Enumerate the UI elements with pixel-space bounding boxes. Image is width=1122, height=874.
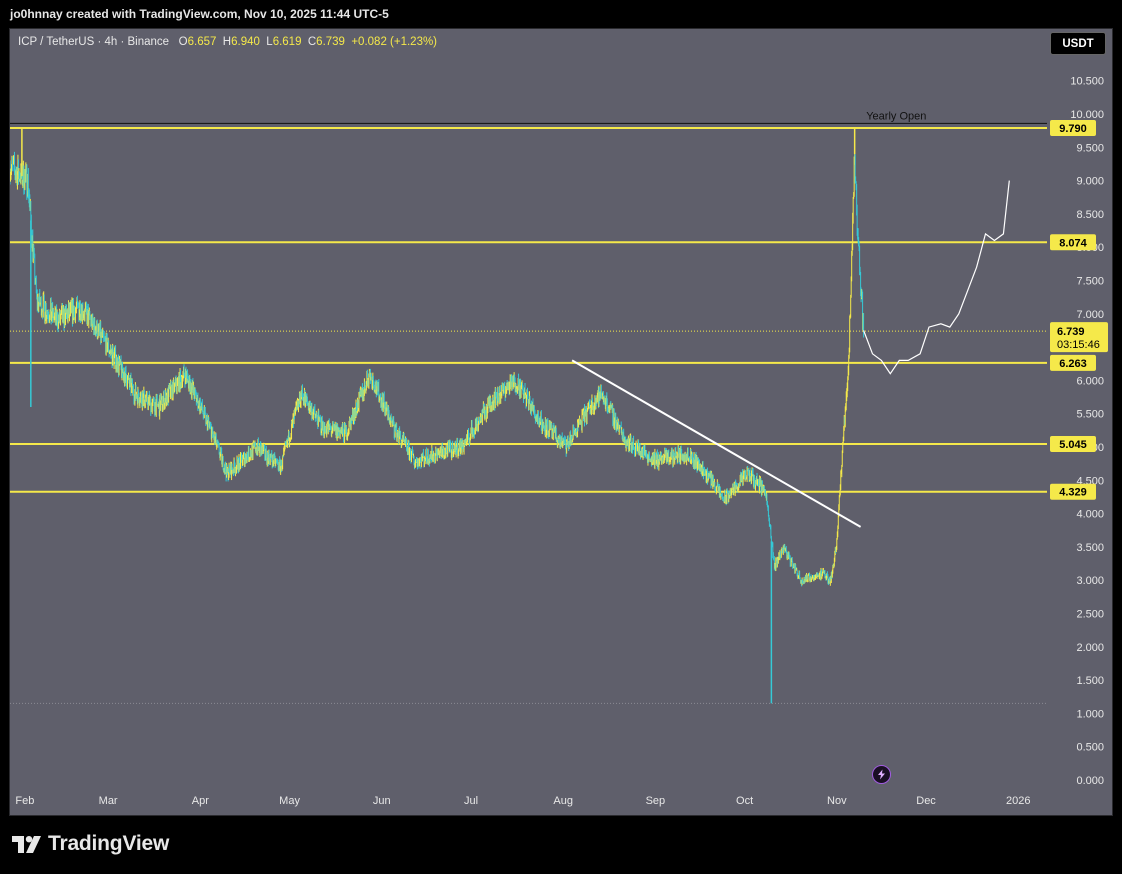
y-tick-label: 0.500 <box>1076 742 1104 754</box>
symbol-name: ICP / TetherUS · 4h · Binance <box>18 36 170 48</box>
y-tick-label: 6.000 <box>1076 375 1104 387</box>
low-label: L <box>266 36 273 48</box>
y-tick-label: 2.500 <box>1076 609 1104 621</box>
level-price-label-bg <box>1050 483 1096 500</box>
y-tick-label: 3.500 <box>1076 542 1104 554</box>
y-tick-label: 4.000 <box>1076 509 1104 521</box>
y-tick-label: 7.000 <box>1076 309 1104 321</box>
x-tick-label: Sep <box>646 795 666 807</box>
x-tick-label: Jun <box>373 795 391 807</box>
level-price-label: 5.045 <box>1059 439 1087 451</box>
y-tick-label: 9.000 <box>1076 176 1104 188</box>
y-tick-label: 10.500 <box>1070 76 1104 88</box>
x-tick-label: Feb <box>15 795 34 807</box>
y-tick-label: 7.500 <box>1076 276 1104 288</box>
level-price-label: 8.074 <box>1059 237 1087 249</box>
y-tick-label: 2.000 <box>1076 642 1104 654</box>
trendline <box>571 359 862 528</box>
open-label: O <box>178 36 188 48</box>
current-price-label: 6.739 <box>1057 326 1085 338</box>
y-tick-label: 5.500 <box>1076 409 1104 421</box>
level-price-label: 6.263 <box>1059 358 1087 370</box>
close-label: C <box>307 36 317 48</box>
level-price-label-bg <box>1050 234 1096 251</box>
yearly-open-label: Yearly Open <box>866 110 926 122</box>
time-axis <box>10 787 1047 815</box>
chart-panel[interactable]: 0.000 0.500 1.000 1.500 2.000 2.500 3.000 3.500… <box>9 28 1113 816</box>
symbol-legend: ICP / TetherUS · 4h · Binance O6.657 H6.… <box>18 36 437 48</box>
price-chart[interactable]: 0.000 0.500 1.000 1.500 2.000 2.500 3.000 3.500… <box>10 29 1113 816</box>
tradingview-logo-icon <box>12 835 41 853</box>
x-tick-label: Nov <box>827 795 847 807</box>
x-tick-label: Aug <box>553 795 573 807</box>
y-tick-label: 1.000 <box>1076 708 1104 720</box>
level-price-label: 9.790 <box>1059 123 1087 135</box>
x-tick-label: Jul <box>464 795 478 807</box>
lightning-icon[interactable] <box>872 765 891 784</box>
countdown-label: 03:15:46 <box>1057 339 1100 351</box>
y-tick-label: 9.500 <box>1076 142 1104 154</box>
projection-path <box>863 180 1010 375</box>
close-value: 6.739 <box>316 36 345 48</box>
level-price-label-bg <box>1050 119 1096 136</box>
candle-series <box>10 127 865 704</box>
x-tick-label: Dec <box>916 795 936 807</box>
high-value: 6.940 <box>231 36 260 48</box>
current-price-tag-bg <box>1050 322 1108 353</box>
tradingview-logo[interactable]: TradingView <box>12 832 169 856</box>
level-price-label-bg <box>1050 436 1096 453</box>
y-tick-label: 10.000 <box>1070 109 1104 121</box>
high-label: H <box>222 36 232 48</box>
level-price-label-bg <box>1050 354 1096 371</box>
y-tick-label: 3.000 <box>1076 575 1104 587</box>
x-tick-label: Oct <box>736 795 753 807</box>
x-tick-label: Mar <box>99 795 118 807</box>
low-value: 6.619 <box>272 36 302 48</box>
currency-unit-button[interactable]: USDT <box>1050 32 1106 55</box>
tradingview-logo-text: TradingView <box>48 832 170 855</box>
open-value: 6.657 <box>187 36 217 48</box>
change-value: +0.082 (+1.23%) <box>351 36 438 48</box>
chart-attribution: jo0hnnay created with TradingView.com, N… <box>10 7 389 21</box>
y-tick-label: 1.500 <box>1076 675 1104 687</box>
y-tick-label: 8.500 <box>1076 209 1104 221</box>
level-price-label: 4.329 <box>1059 487 1087 499</box>
price-axis <box>1047 29 1112 815</box>
y-tick-label: 0.000 <box>1076 775 1104 787</box>
x-tick-label: Apr <box>192 795 209 807</box>
x-tick-label: 2026 <box>1006 795 1030 807</box>
x-tick-label: May <box>279 795 300 807</box>
